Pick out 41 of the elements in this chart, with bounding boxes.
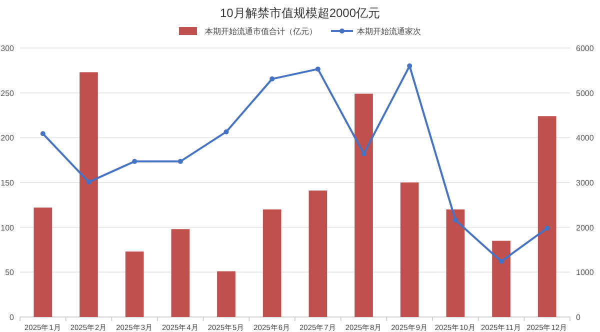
- bar: [446, 209, 465, 317]
- y2-tick-label: 2000: [576, 223, 594, 232]
- point: [498, 258, 504, 264]
- y-tick-label: 50: [5, 268, 15, 278]
- point: [452, 218, 458, 223]
- bar: [308, 190, 328, 317]
- chart-title: 10月解禁市值规模超2000亿元: [220, 6, 380, 20]
- y-tick-label: 200: [0, 134, 15, 143]
- bar: [354, 94, 373, 317]
- bar: [125, 252, 144, 317]
- point: [224, 129, 229, 134]
- point: [270, 76, 275, 82]
- bar: [34, 208, 52, 317]
- y-tick-label: 150: [0, 178, 15, 188]
- point: [86, 180, 92, 185]
- point: [178, 158, 183, 164]
- y-tick-label: 300: [0, 44, 15, 53]
- y2-tick-label: 0: [576, 313, 581, 322]
- point: [544, 226, 550, 231]
- legend-label: 本期开始流通市值合计（亿元）: [205, 27, 317, 36]
- bar: [217, 271, 236, 317]
- point: [361, 151, 366, 156]
- point: [40, 131, 46, 136]
- y2-tick-label: 4000: [576, 134, 594, 143]
- y2-tick-label: 3000: [576, 178, 594, 188]
- bar: [492, 240, 510, 317]
- y2-tick-label: 1000: [576, 268, 594, 278]
- bar: [400, 182, 419, 317]
- y2-tick-label: 5000: [576, 88, 594, 98]
- bar: [262, 209, 282, 317]
- y2-tick-label: 6000: [576, 44, 594, 53]
- y-tick-label: 250: [0, 88, 15, 98]
- point: [132, 158, 138, 164]
- point: [315, 66, 320, 72]
- y-tick-label: 0: [10, 313, 15, 322]
- bar: [80, 72, 98, 317]
- y-tick-label: 100: [0, 223, 15, 232]
- bar: [538, 116, 556, 317]
- legend-label: 本期开始流通家次: [357, 27, 421, 36]
- bar: [171, 229, 190, 317]
- point: [407, 63, 412, 68]
